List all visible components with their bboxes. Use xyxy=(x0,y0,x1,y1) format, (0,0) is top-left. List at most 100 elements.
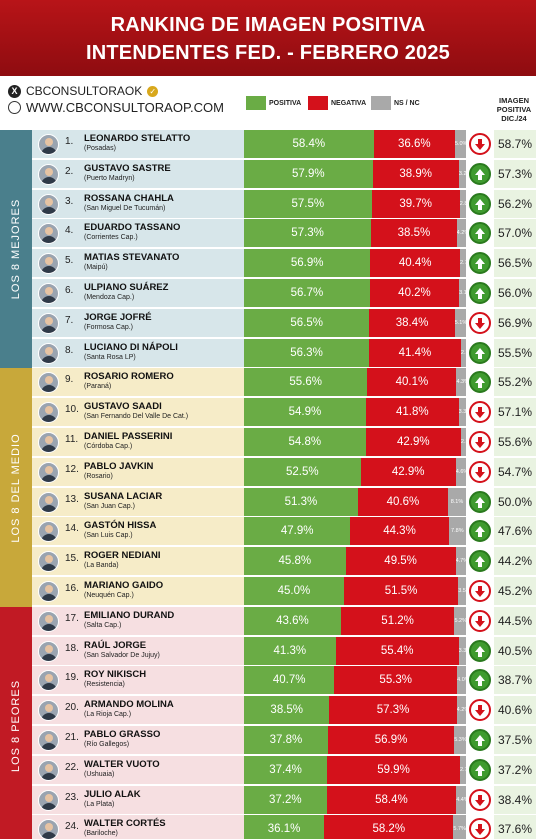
chart-title-line-2: INTENDENTES FED. - FEBRERO 2025 xyxy=(85,42,451,64)
legend-ns-nc-label: NS / NC xyxy=(394,99,420,107)
dic-24-value: 44.5% xyxy=(494,606,536,635)
city-name: (San Miguel De Tucumán) xyxy=(84,204,166,212)
name-cell: 3. ROSSANA CHAHLA (San Miguel De Tucumán) xyxy=(32,189,244,218)
legend-ns-nc: NS / NC xyxy=(371,96,420,110)
avatar xyxy=(38,372,59,394)
group-label-band: LOS 8 DEL MEDIO xyxy=(0,368,32,607)
table-row: 9.ROSARIO ROMERO(Paraná)55.6%40.1%4.3%55… xyxy=(32,368,536,397)
rank-number: 15. xyxy=(65,553,79,565)
positive-bar: 56.9% xyxy=(244,249,371,278)
name-cell: 12. PABLO JAVKIN (Rosario) xyxy=(32,457,244,486)
avatar xyxy=(38,491,59,513)
name-cell: 24. WALTER CORTÉS (Bariloche) xyxy=(32,815,244,839)
mayor-name: MATIAS STEVANATO xyxy=(84,252,180,264)
negative-bar: 42.9% xyxy=(360,457,456,486)
arrow-down-icon xyxy=(469,580,491,602)
negative-bar: 40.1% xyxy=(367,368,457,397)
positive-bar: 57.9% xyxy=(244,159,373,188)
table-row: 12. PABLO JAVKIN(Rosario) 52.5%42.9%4.6% 54… xyxy=(32,457,536,486)
rank-number: 11. xyxy=(65,434,79,445)
arrow-down-icon xyxy=(469,401,491,424)
name-cell: 21. PABLO GRASSO (Río Gallegos) xyxy=(32,726,244,754)
rank-number: 7. xyxy=(65,314,74,326)
arrow-down-icon xyxy=(469,788,491,811)
rank-number: 9. xyxy=(65,374,74,386)
table-row: 22.WALTER VUOTO(Ushuaia)37.4%59.9%2.7%37… xyxy=(32,755,536,784)
mayor-name: PABLO JAVKIN xyxy=(84,460,154,472)
ns-nc-bar: 3.3% xyxy=(458,636,466,665)
positive-bar: 57.5% xyxy=(244,189,372,218)
legend-negative-label: NEGATIVA xyxy=(331,99,367,107)
ns-nc-bar: 3.3% xyxy=(458,398,466,427)
stacked-bar: 38.5%57.3%4.2% xyxy=(244,696,466,725)
dic-24-value: 55.2% xyxy=(494,368,536,397)
mayor-name: DANIEL PASSERINI xyxy=(84,431,173,442)
mayor-name: RAÚL JORGE xyxy=(84,639,147,651)
dic-24-value: 38.4% xyxy=(494,785,536,814)
mayor-name: ROSARIO ROMERO xyxy=(84,371,174,383)
rank-number: 4. xyxy=(65,225,74,237)
stacked-bar: 56.7%40.2%3.1% xyxy=(244,279,466,307)
rank-number: 5. xyxy=(65,255,74,267)
rank-number: 6. xyxy=(65,285,74,296)
arrow-up-icon xyxy=(469,758,491,781)
arrow-up-icon xyxy=(469,222,491,245)
ns-nc-bar: 2.8% xyxy=(459,189,466,218)
dic-24-value: 50.0% xyxy=(494,487,536,516)
ns-nc-bar: 2.3% xyxy=(460,428,466,456)
avatar xyxy=(38,730,59,751)
city-name: (Mendoza Cap.) xyxy=(84,294,135,301)
rank-number: 21. xyxy=(65,732,79,743)
ns-nc-bar: 5.7% xyxy=(453,815,466,839)
stacked-bar: 45.0%51.5%3.5% xyxy=(244,577,466,605)
positive-bar: 58.4% xyxy=(244,130,374,158)
positive-bar: 57.3% xyxy=(244,219,372,248)
dic-24-value: 55.5% xyxy=(494,338,536,367)
verified-check-icon: ✓ xyxy=(147,85,159,97)
name-cell: 20. ARMANDO MOLINA (La Rioja Cap.) xyxy=(32,696,244,725)
avatar xyxy=(38,134,59,155)
dic-24-value: 44.2% xyxy=(494,547,536,576)
rank-number: 2. xyxy=(65,165,74,177)
city-name: (Córdoba Cap.) xyxy=(84,443,133,450)
mayor-name: ROY NIKISCH xyxy=(84,669,147,681)
rank-number: 19. xyxy=(65,672,79,684)
avatar xyxy=(38,461,59,483)
mayor-name: WALTER CORTÉS xyxy=(84,818,166,830)
ns-nc-bar: 2.7% xyxy=(460,755,466,784)
arrow-down-icon xyxy=(469,460,491,483)
ns-nc-bar: 4.4% xyxy=(456,785,466,814)
dic-24-value: 56.9% xyxy=(494,308,536,337)
arrow-up-icon xyxy=(469,252,491,275)
legend-positive-swatch xyxy=(246,96,266,110)
table-row: 14. GASTÓN HISSA (San Luis Cap.) 47.9% 44.3%… xyxy=(32,517,536,546)
title-band: RANKING DE IMAGEN POSITIVA INTENDENTES F… xyxy=(0,0,536,76)
mayor-name: LEONARDO STELATTO xyxy=(84,133,191,144)
ns-nc-bar: 8.1% xyxy=(448,487,466,516)
mayor-name: PABLO GRASSO xyxy=(84,729,161,740)
rank-number: 17. xyxy=(65,612,79,624)
avatar xyxy=(38,759,59,781)
positive-bar: 56.7% xyxy=(244,279,370,307)
city-name: (Neuquén Cap.) xyxy=(84,592,134,599)
arrow-up-icon xyxy=(469,490,491,513)
chart-header: X CBCONSULTORAOK ✓ WWW.CBCONSULTORAOP.CO… xyxy=(0,76,536,128)
city-name: (Paraná) xyxy=(84,383,112,391)
city-name: (La Rioja Cap.) xyxy=(84,711,132,719)
arrow-up-icon xyxy=(469,729,491,751)
positive-bar: 56.5% xyxy=(244,308,370,337)
rank-number: 23. xyxy=(65,791,79,803)
mayor-name: ROGER NEDIANI xyxy=(84,550,161,562)
negative-bar: 36.6% xyxy=(373,130,455,158)
globe-icon xyxy=(8,101,21,114)
ns-nc-bar: 2.3% xyxy=(460,338,466,367)
city-name: (Resistencia) xyxy=(84,681,125,689)
ns-nc-bar: 5.2% xyxy=(454,606,466,635)
mayor-name: GUSTAVO SASTRE xyxy=(84,162,171,174)
dic-24-value: 55.6% xyxy=(494,428,536,456)
positive-bar: 37.2% xyxy=(244,785,327,814)
name-cell: 23. JULIO ALAK (La Plata) xyxy=(32,785,244,814)
arrow-up-icon xyxy=(469,192,491,215)
group-label: LOS 8 MEJORES xyxy=(10,198,22,300)
dic-24-value: 45.2% xyxy=(494,577,536,605)
